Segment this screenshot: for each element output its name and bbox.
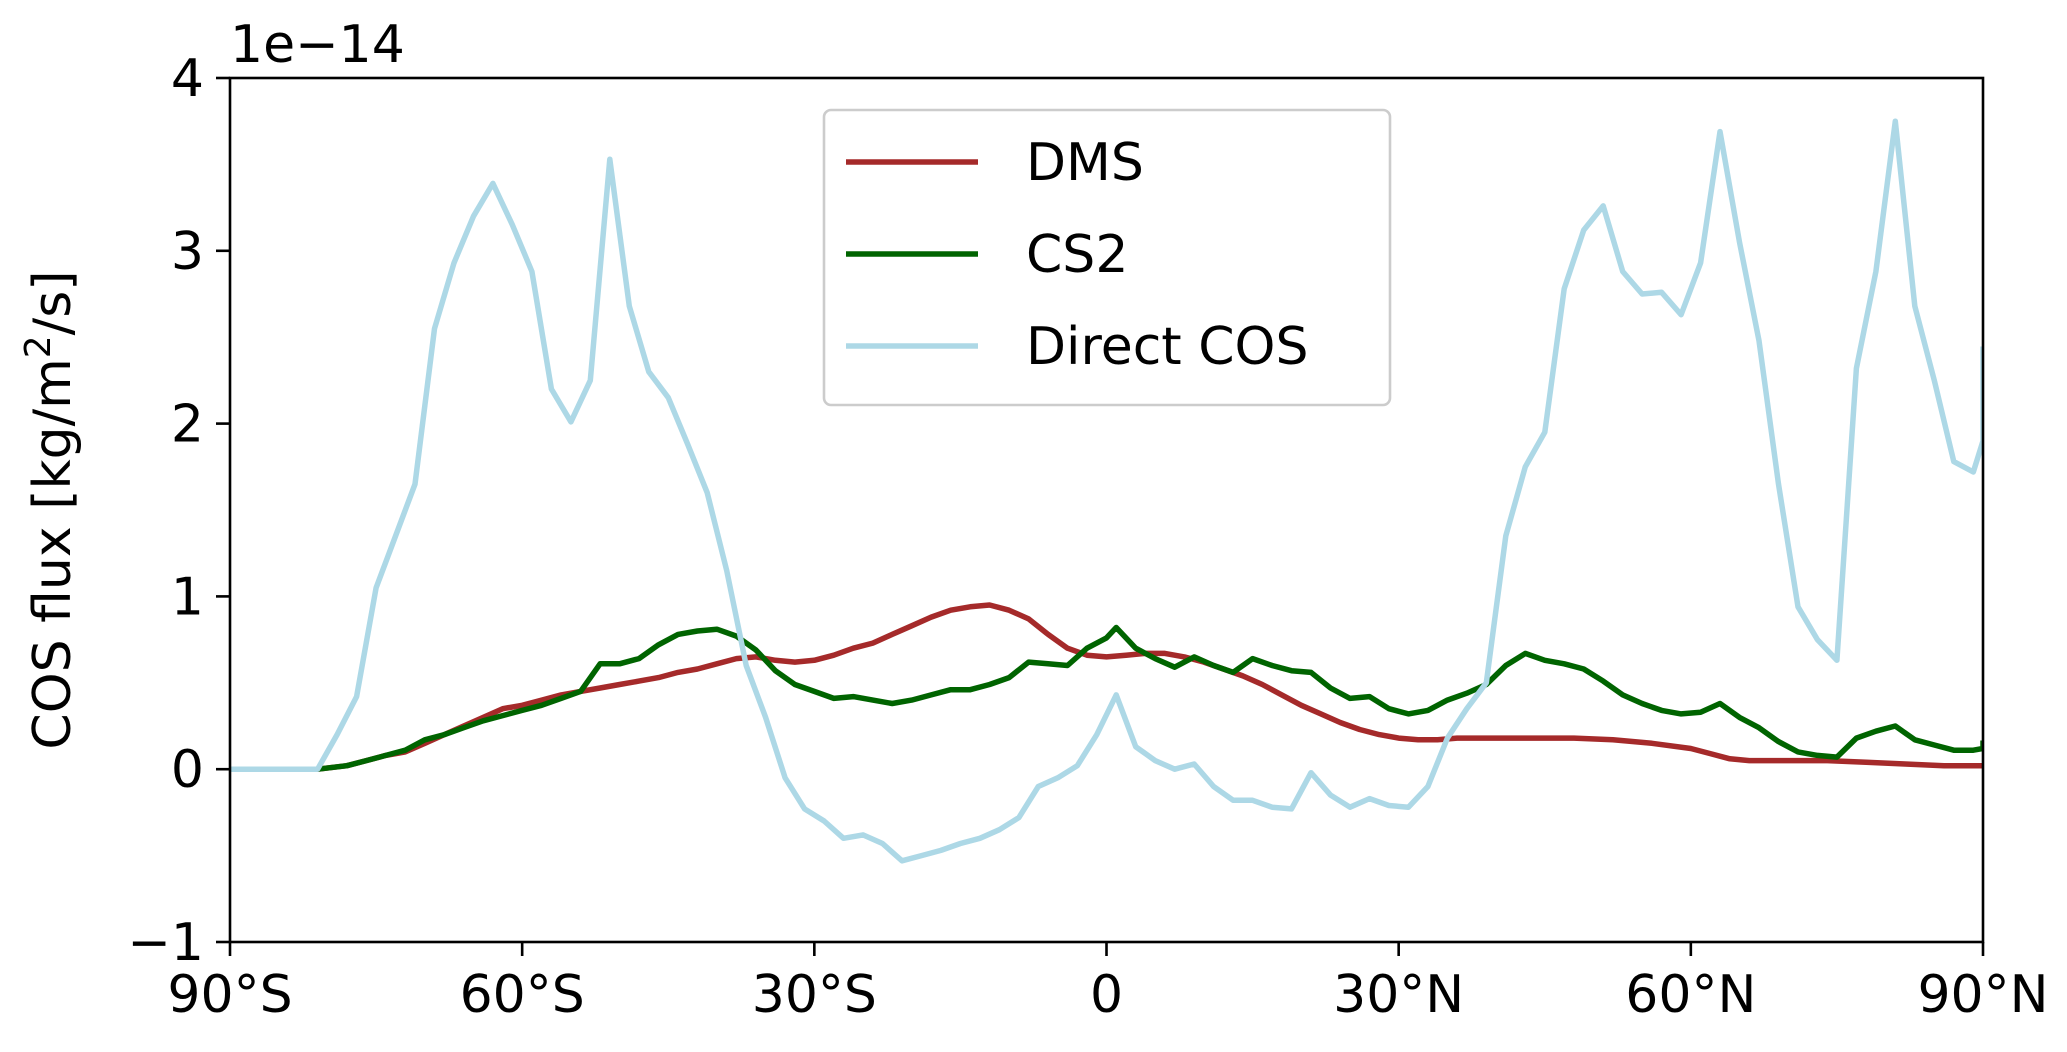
- x-tick-label: 30°N: [1333, 965, 1464, 1025]
- legend-frame: [822, 108, 1392, 407]
- x-tick-label: 90°S: [167, 965, 292, 1025]
- y-tick-label: 2: [171, 395, 204, 455]
- x-axis: 90°S 60°S 30°S 0 30°N 60°N 90°N: [167, 942, 2049, 1025]
- x-tick-label: 90°N: [1917, 965, 2048, 1025]
- y-tick-label: 0: [171, 740, 204, 800]
- x-tick-label: 30°S: [752, 965, 877, 1025]
- y-axis-label-superscript: 2: [18, 335, 59, 358]
- legend-label: CS2: [1026, 225, 1128, 285]
- legend-label: DMS: [1026, 133, 1144, 193]
- legend: DMS CS2 Direct COS: [822, 108, 1392, 407]
- series-line-3: [230, 118, 1983, 864]
- y-axis: −1 0 1 2 3 4: [127, 49, 230, 973]
- y-tick-label: −1: [127, 913, 204, 973]
- series-line-2: [230, 624, 1983, 772]
- y-tick-label: 1: [171, 567, 204, 627]
- y-axis-label-tail: /s]: [23, 270, 83, 335]
- legend-items: DMS CS2 Direct COS: [846, 133, 1308, 377]
- series-layer: [230, 118, 1983, 864]
- y-tick-label: 4: [171, 49, 204, 109]
- y-axis-offset-text: 1e−14: [230, 15, 405, 75]
- legend-label: Direct COS: [1026, 317, 1308, 377]
- y-tick-label: 3: [171, 222, 204, 282]
- series-line-1: [230, 602, 1983, 772]
- x-tick-label: 0: [1090, 965, 1123, 1025]
- x-tick-label: 60°S: [460, 965, 585, 1025]
- y-axis-label-main: COS flux [kg/m: [23, 358, 83, 749]
- y-axis-label: COS flux [kg/m2/s]: [18, 270, 83, 749]
- x-tick-label: 60°N: [1625, 965, 1756, 1025]
